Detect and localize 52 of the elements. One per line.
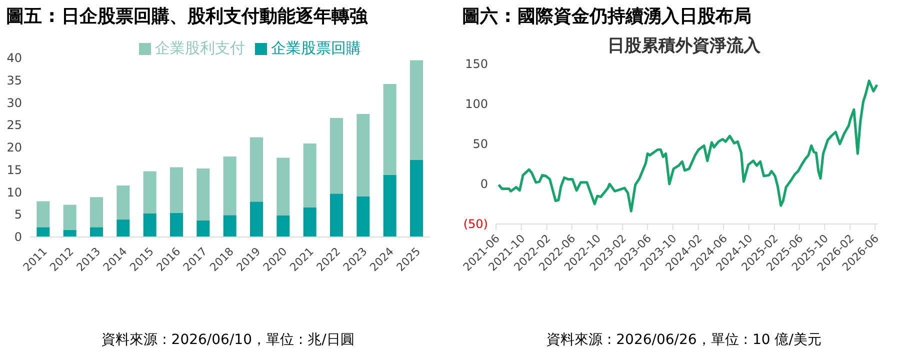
y-tick-label: 100 (465, 97, 488, 111)
chart-title: 圖六 : 國際資金仍持續湧入日股布局 (461, 5, 753, 29)
chart-title: 圖五 : 日企股票回購、股利支付動能逐年轉強 (5, 5, 369, 29)
bar (250, 202, 263, 237)
bar (410, 160, 423, 237)
y-tick-label: 150 (465, 57, 488, 71)
bar (250, 137, 263, 202)
bar (330, 118, 343, 194)
bar (90, 197, 103, 228)
bar (330, 194, 343, 237)
bar (63, 204, 76, 230)
y-tick-label: (50) (463, 217, 488, 231)
legend-label: 企業股票回購 (271, 39, 361, 57)
y-tick-label: 10 (6, 185, 22, 200)
bar (383, 174, 396, 237)
bar (116, 186, 130, 220)
bar (196, 168, 210, 220)
bar (276, 158, 290, 216)
source-note: 資料來源 : 2026/06/26，單位 : 10 億/美元 (546, 331, 822, 349)
y-tick-label: 40 (6, 51, 22, 65)
line-series (497, 80, 878, 212)
bar (36, 201, 50, 228)
chart-subtitle: 日股累積外資淨流入 (606, 35, 762, 57)
bar (63, 230, 76, 237)
bar (356, 196, 370, 237)
y-tick-label: 25 (6, 118, 22, 132)
y-tick-label: 35 (6, 73, 22, 88)
bar (196, 220, 210, 237)
bar (116, 220, 130, 237)
legend-label: 企業股利支付 (155, 39, 245, 57)
bar (143, 171, 156, 214)
bar (303, 207, 316, 237)
bar (36, 227, 50, 237)
y-tick-label: 50 (472, 137, 488, 151)
bar (223, 156, 236, 216)
source-note: 資料來源 : 2026/06/10，單位 : 兆/日圓 (100, 331, 356, 349)
bar (356, 114, 370, 196)
y-tick-label: 0 (14, 230, 22, 244)
y-tick-label: 15 (6, 162, 22, 177)
bar (170, 212, 183, 237)
y-tick-label: 0 (480, 177, 488, 191)
bar (383, 84, 396, 175)
bar (276, 216, 290, 237)
y-tick-label: 5 (14, 208, 22, 222)
bar (303, 143, 316, 208)
bar (170, 167, 183, 213)
bar (223, 215, 236, 237)
bar (143, 213, 156, 237)
bar (90, 227, 103, 237)
y-tick-label: 30 (6, 96, 22, 110)
y-tick-label: 20 (6, 140, 22, 154)
bar (410, 60, 423, 160)
